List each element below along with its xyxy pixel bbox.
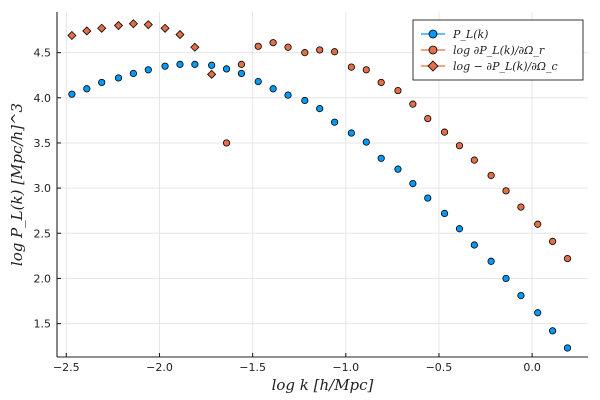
axis-titles: log k [h/Mpc] log P_L(k) [Mpc/h]^3 bbox=[8, 103, 374, 394]
series-1 bbox=[68, 60, 572, 352]
tick-labels: −2.5 −2.0 −1.5 −1.0 −0.5 0.0 1.5 2.0 2.5 3.0 3.5 4.… bbox=[34, 47, 541, 374]
x-tick-label: −1.5 bbox=[239, 361, 266, 374]
data-point bbox=[347, 63, 355, 71]
data-point bbox=[269, 85, 277, 93]
data-point bbox=[82, 26, 92, 36]
data-point bbox=[222, 65, 231, 73]
data-point bbox=[269, 39, 277, 47]
data-point bbox=[470, 156, 478, 164]
data-point bbox=[97, 23, 107, 33]
data-point bbox=[424, 114, 432, 123]
data-point bbox=[455, 225, 464, 233]
data-point bbox=[208, 61, 216, 69]
data-point bbox=[207, 69, 217, 79]
legend-marker bbox=[428, 45, 438, 55]
data-point bbox=[362, 66, 370, 74]
data-point bbox=[176, 60, 184, 68]
data-point bbox=[175, 30, 185, 40]
legend-label: log ∂P_L(k)/∂Ω_r bbox=[453, 44, 545, 57]
data-point bbox=[563, 344, 572, 352]
data-point bbox=[301, 49, 309, 57]
data-point bbox=[362, 138, 370, 146]
data-point bbox=[254, 42, 262, 50]
data-point bbox=[440, 209, 449, 218]
data-point bbox=[534, 309, 542, 317]
data-point bbox=[394, 165, 402, 173]
y-tick-label: 3.0 bbox=[34, 182, 52, 195]
data-point bbox=[470, 241, 478, 249]
data-point bbox=[517, 203, 525, 211]
x-tick-label: −2.5 bbox=[53, 361, 80, 374]
data-point bbox=[316, 105, 324, 113]
data-point bbox=[114, 74, 123, 82]
y-axis-title: log P_L(k) [Mpc/h]^3 bbox=[8, 103, 26, 266]
data-point bbox=[548, 237, 557, 245]
legend-marker bbox=[427, 60, 439, 72]
y-tick-label: 3.5 bbox=[34, 137, 52, 150]
data-point bbox=[254, 77, 262, 86]
data-point bbox=[534, 220, 542, 228]
data-point bbox=[377, 78, 385, 87]
data-point bbox=[222, 139, 231, 147]
series-2 bbox=[222, 39, 572, 263]
data-point bbox=[517, 291, 525, 300]
data-point bbox=[409, 100, 417, 108]
y-tick-label: 2.5 bbox=[34, 227, 52, 240]
data-point bbox=[377, 154, 385, 162]
data-point bbox=[113, 20, 124, 31]
data-point bbox=[237, 69, 246, 78]
data-point bbox=[394, 86, 402, 95]
axes bbox=[56, 12, 588, 358]
data-point bbox=[424, 194, 432, 202]
data-point bbox=[487, 171, 495, 180]
data-point bbox=[502, 274, 510, 283]
data-point bbox=[67, 30, 77, 41]
series-3 bbox=[67, 19, 217, 79]
legend-label: P_L(k) bbox=[452, 28, 488, 41]
legend-marker bbox=[428, 29, 438, 39]
data-point bbox=[440, 128, 449, 136]
data-point bbox=[301, 96, 309, 105]
data-point bbox=[128, 19, 138, 29]
data-point bbox=[409, 179, 417, 188]
data-point bbox=[190, 42, 200, 52]
data-point bbox=[129, 69, 137, 78]
x-tick-label: 0.0 bbox=[523, 361, 541, 374]
y-tick-label: 4.5 bbox=[34, 47, 52, 60]
data-point bbox=[563, 254, 572, 263]
x-axis-title: log k [h/Mpc] bbox=[272, 376, 374, 394]
data-point bbox=[161, 62, 169, 70]
data-point bbox=[331, 118, 339, 126]
x-tick-label: −1.0 bbox=[332, 361, 359, 374]
data-point bbox=[487, 257, 495, 265]
data-point bbox=[284, 91, 292, 99]
data-points bbox=[67, 19, 572, 352]
data-point bbox=[548, 327, 557, 335]
data-point bbox=[191, 60, 199, 68]
data-point bbox=[160, 23, 170, 33]
legend-label: log − ∂P_L(k)/∂Ω_c bbox=[453, 60, 558, 73]
data-point bbox=[98, 78, 106, 87]
data-point bbox=[237, 60, 246, 68]
x-tick-label: −2.0 bbox=[146, 361, 173, 374]
y-tick-label: 4.0 bbox=[34, 92, 52, 105]
data-point bbox=[83, 85, 91, 93]
x-tick-label: −0.5 bbox=[426, 361, 453, 374]
data-point bbox=[144, 66, 152, 74]
data-point bbox=[284, 43, 292, 51]
data-point bbox=[502, 187, 510, 195]
data-point bbox=[347, 129, 355, 137]
data-point bbox=[68, 90, 76, 98]
y-tick-label: 1.5 bbox=[34, 318, 52, 331]
data-point bbox=[331, 48, 339, 56]
data-point bbox=[316, 46, 324, 54]
data-point bbox=[143, 20, 153, 30]
y-tick-label: 2.0 bbox=[34, 272, 52, 285]
data-point bbox=[455, 142, 464, 150]
